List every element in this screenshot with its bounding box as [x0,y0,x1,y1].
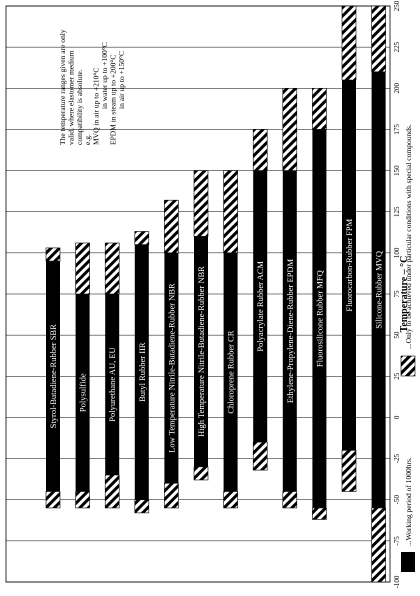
series-label: Polysulfide [78,373,88,412]
range-bar: Fluorocarbon-Rubber FPM [341,5,357,492]
tick-label: 50 [393,331,401,339]
tick-label: 25 [393,372,401,380]
range-bar: Fluorosilicone Rubber MFQ [312,87,327,520]
bar-solid [134,244,149,500]
series-label: Low Temperature Nitrile-Butadiene-Rubber… [166,283,176,453]
tick-label: -75 [393,536,401,546]
series-label: Polyurethane AU, EU [107,347,117,421]
bar-hatched-high [45,247,61,262]
tick-label: 100 [393,247,401,258]
range-bar: Chloroprene Rubber CR [223,170,238,509]
bar-hatched-high [164,199,179,254]
note-line: MVQ in air up to +210°C [92,68,101,145]
bar-hatched-low [341,450,357,492]
range-bar: Butyl Rubber IIR [134,231,150,514]
range-bar: Polysulfide [75,242,90,509]
bar-hatched-low [282,491,298,509]
bar-hatched-high [252,129,268,171]
bar-hatched-high [371,5,386,73]
bar-solid [342,80,356,451]
tick-labels: 2502252001751501251007550250-25-50-75-10… [393,0,401,588]
bar-hatched-high [104,242,120,295]
tick-label: 175 [393,124,401,135]
bar-solid [282,170,297,492]
bar-solid [194,236,208,467]
range-bar: Low Temperature Nitrile-Butadiene-Rubber… [164,199,179,509]
legend-hatched-label: ...Only to be achieved under particular … [404,124,413,349]
bar-hatched-high [75,242,90,295]
bar-hatched-low [75,491,90,509]
bar-hatched-high [223,170,238,254]
series-label: Polyacrylate Rubber ACM [255,261,265,352]
bar-hatched-low [312,507,327,520]
bar-hatched-low [252,441,268,471]
note-line: valid, where elastomer medium [66,50,75,145]
tick-label: 0 [393,415,401,419]
legend-swatch-hatched [400,355,416,377]
tick-label: 75 [393,290,401,298]
bar-solid [46,261,60,492]
bar-hatched-high [312,87,327,130]
bar-hatched-high [341,5,357,81]
range-bar: Styrol-Butadiene-Rubber SBR [45,247,61,509]
x-axis-label: Temperature – °C [399,256,410,333]
range-bar: High Temperature Nitrile-Butadiene-Rubbe… [193,170,209,481]
series-label: Ethylene-Propylene-Diene-Rubber EPDM [285,258,295,403]
series-label: High Temperature Nitrile-Butadiene-Rubbe… [196,266,206,437]
bar-hatched-high [134,231,150,245]
series-label: Butyl Rubber IIR [137,342,147,402]
bar-hatched-low [193,466,209,481]
note-line: in water up to +100°C [100,42,109,109]
bar-solid [312,129,327,508]
note-line: compatibility is absolute. [75,69,84,145]
tick-label: -50 [393,495,401,505]
note-text: The temperature ranges given are only val… [58,29,126,145]
axis-label: Temperature – °C [399,256,410,333]
range-bar: Silicone-Rubber MVQ [371,5,386,583]
bar-hatched-low [45,491,61,509]
tick-label: 125 [393,206,401,217]
series-label: Silicone-Rubber MVQ [374,251,384,329]
bar-hatched-high [193,170,209,237]
tick-label: 200 [393,83,401,94]
bar-solid [75,294,90,492]
tick-label: -100 [393,575,401,588]
note-line: e.g. [83,134,92,145]
series-label: Fluorocarbon-Rubber FPM [344,218,354,311]
tick-label: 225 [393,41,401,52]
legend-solid-label: ...Working period of 1000hrs. [404,457,413,546]
bar-solid [105,294,120,476]
note-line: EPDM in steam up to +200°C [108,55,117,145]
series-label: Styrol-Butadiene-Rubber SBR [48,324,58,428]
legend-swatch-solid [401,552,415,572]
bar-solid [371,71,386,508]
tick-label: 150 [393,165,401,176]
tick-label: 250 [393,0,401,11]
note-line: The temperature ranges given are only [58,29,67,145]
tick-label: -25 [393,453,401,463]
bar-hatched-low [104,474,120,509]
bar-hatched-high [282,87,298,171]
bar-hatched-low [164,482,179,509]
bar-hatched-low [134,499,150,514]
note-line: in air up to +150°C [117,51,126,109]
bar-hatched-low [371,507,386,583]
bar-solid [253,170,268,443]
bars: Styrol-Butadiene-Rubber SBR Polysulfide Po… [45,5,386,583]
bar-solid [164,252,179,484]
plot-frame [5,5,391,583]
legend: ...Working period of 1000hrs. ...Only to… [400,124,416,572]
range-bar: Ethylene-Propylene-Diene-Rubber EPDM [282,87,298,509]
bar-hatched-low [223,491,238,509]
range-bar: Polyacrylate Rubber ACM [252,129,268,471]
bar-solid [223,252,238,492]
range-bar: Polyurethane AU, EU [104,242,120,509]
series-label: Fluorosilicone Rubber MFQ [314,270,324,367]
series-label: Chloroprene Rubber CR [226,330,236,413]
